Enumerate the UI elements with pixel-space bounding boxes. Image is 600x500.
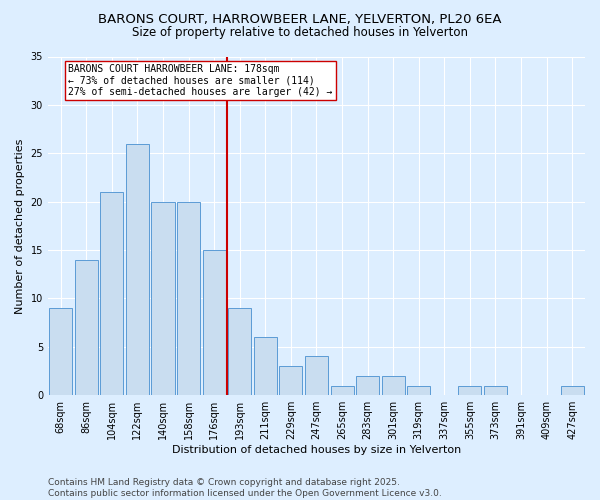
- Bar: [126, 144, 149, 395]
- Bar: [484, 386, 507, 395]
- Bar: [561, 386, 584, 395]
- Text: BARONS COURT, HARROWBEER LANE, YELVERTON, PL20 6EA: BARONS COURT, HARROWBEER LANE, YELVERTON…: [98, 12, 502, 26]
- Bar: [177, 202, 200, 395]
- Bar: [75, 260, 98, 395]
- Y-axis label: Number of detached properties: Number of detached properties: [15, 138, 25, 314]
- Bar: [331, 386, 353, 395]
- Bar: [382, 376, 404, 395]
- Bar: [305, 356, 328, 395]
- Bar: [100, 192, 124, 395]
- Bar: [407, 386, 430, 395]
- Text: Size of property relative to detached houses in Yelverton: Size of property relative to detached ho…: [132, 26, 468, 39]
- Bar: [356, 376, 379, 395]
- Bar: [151, 202, 175, 395]
- X-axis label: Distribution of detached houses by size in Yelverton: Distribution of detached houses by size …: [172, 445, 461, 455]
- Bar: [228, 308, 251, 395]
- Bar: [280, 366, 302, 395]
- Bar: [458, 386, 481, 395]
- Bar: [254, 337, 277, 395]
- Bar: [49, 308, 72, 395]
- Bar: [203, 250, 226, 395]
- Text: BARONS COURT HARROWBEER LANE: 178sqm
← 73% of detached houses are smaller (114)
: BARONS COURT HARROWBEER LANE: 178sqm ← 7…: [68, 64, 333, 98]
- Text: Contains HM Land Registry data © Crown copyright and database right 2025.
Contai: Contains HM Land Registry data © Crown c…: [48, 478, 442, 498]
